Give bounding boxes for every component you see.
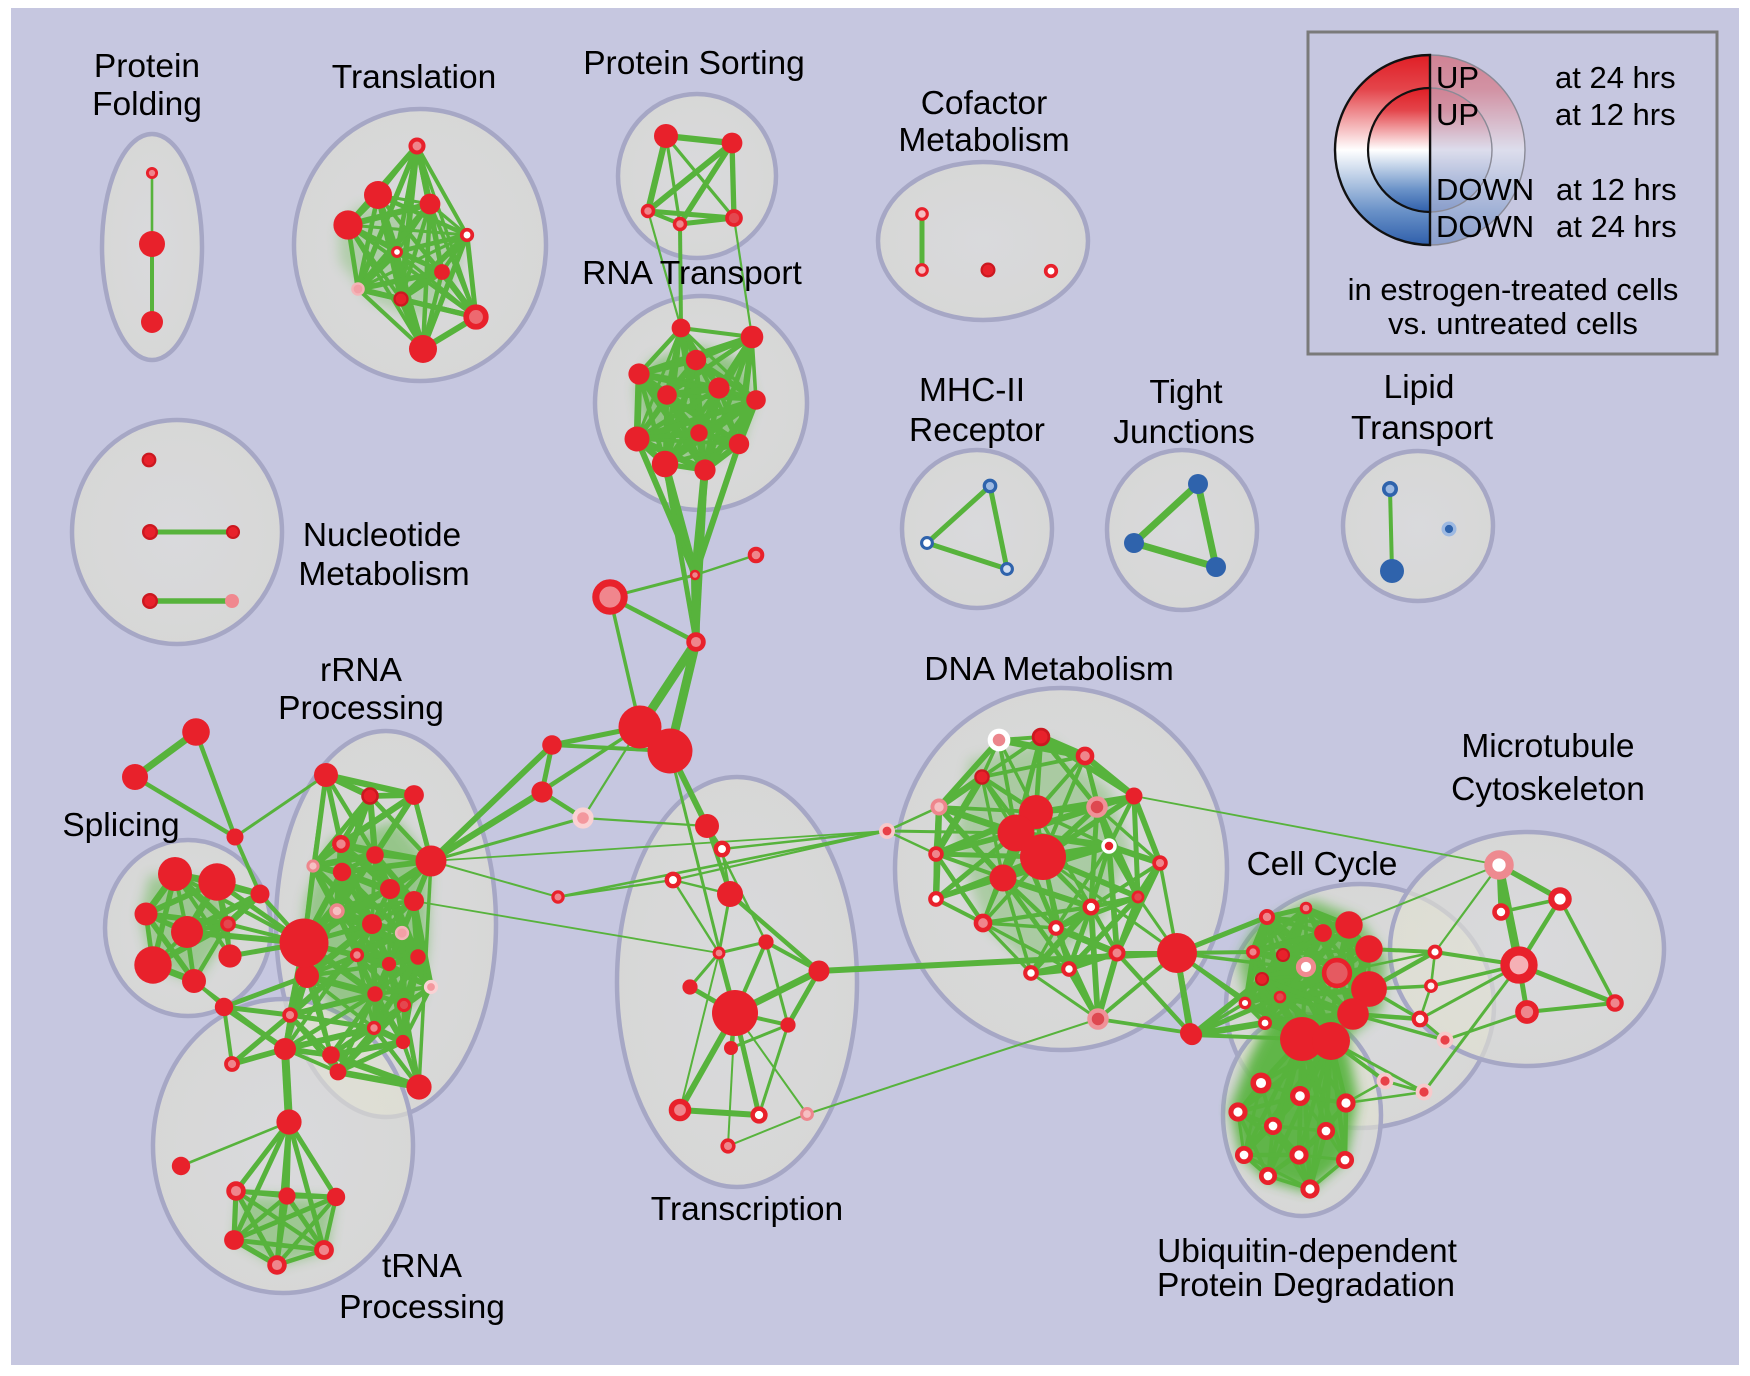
svg-text:at 12 hrs: at 12 hrs — [1556, 172, 1677, 207]
svg-text:Cell Cycle: Cell Cycle — [1247, 846, 1398, 883]
svg-text:Nucleotide: Nucleotide — [303, 517, 461, 554]
svg-text:Protein Sorting: Protein Sorting — [583, 45, 805, 82]
svg-text:Cytoskeleton: Cytoskeleton — [1451, 771, 1645, 808]
svg-text:Metabolism: Metabolism — [298, 556, 469, 593]
svg-text:Receptor: Receptor — [909, 412, 1045, 449]
svg-text:Metabolism: Metabolism — [898, 122, 1069, 159]
svg-text:UP: UP — [1436, 97, 1479, 132]
svg-text:Folding: Folding — [92, 86, 202, 123]
svg-text:DOWN: DOWN — [1436, 209, 1534, 244]
svg-text:Transport: Transport — [1351, 410, 1494, 447]
svg-text:MHC-II: MHC-II — [919, 372, 1025, 409]
svg-text:at 24 hrs: at 24 hrs — [1556, 209, 1677, 244]
svg-text:Microtubule: Microtubule — [1461, 728, 1634, 765]
svg-text:DNA Metabolism: DNA Metabolism — [924, 651, 1173, 688]
svg-text:rRNA: rRNA — [320, 652, 403, 689]
svg-text:Lipid: Lipid — [1384, 369, 1455, 406]
svg-text:Translation: Translation — [332, 59, 496, 96]
svg-text:Processing: Processing — [278, 690, 444, 727]
svg-text:vs. untreated cells: vs. untreated cells — [1388, 306, 1638, 341]
svg-text:at 24 hrs: at 24 hrs — [1555, 60, 1676, 95]
svg-text:Processing: Processing — [339, 1289, 505, 1326]
svg-text:at 12 hrs: at 12 hrs — [1555, 97, 1676, 132]
svg-text:Tight: Tight — [1149, 374, 1223, 411]
svg-text:Transcription: Transcription — [651, 1191, 843, 1228]
svg-text:Protein: Protein — [94, 48, 200, 85]
svg-text:UP: UP — [1436, 60, 1479, 95]
svg-text:in estrogen-treated cells: in estrogen-treated cells — [1348, 272, 1679, 307]
svg-text:Ubiquitin-dependent: Ubiquitin-dependent — [1157, 1233, 1458, 1270]
svg-text:Cofactor: Cofactor — [921, 85, 1048, 122]
svg-text:Splicing: Splicing — [62, 807, 179, 844]
svg-text:Protein Degradation: Protein Degradation — [1157, 1267, 1455, 1304]
svg-text:tRNA: tRNA — [382, 1248, 463, 1285]
svg-text:Junctions: Junctions — [1113, 414, 1255, 451]
svg-text:RNA Transport: RNA Transport — [582, 255, 802, 292]
svg-text:DOWN: DOWN — [1436, 172, 1534, 207]
